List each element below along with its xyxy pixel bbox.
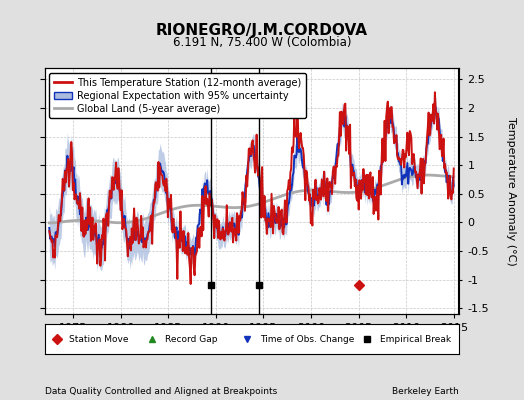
Text: Record Gap: Record Gap (165, 334, 217, 344)
Text: RIONEGRO/J.M.CORDOVA: RIONEGRO/J.M.CORDOVA (156, 23, 368, 38)
Text: Station Move: Station Move (69, 334, 129, 344)
Text: Time of Obs. Change: Time of Obs. Change (260, 334, 354, 344)
Text: 6.191 N, 75.400 W (Colombia): 6.191 N, 75.400 W (Colombia) (173, 36, 351, 49)
Text: Berkeley Earth: Berkeley Earth (392, 387, 458, 396)
Legend: This Temperature Station (12-month average), Regional Expectation with 95% uncer: This Temperature Station (12-month avera… (49, 73, 305, 118)
Text: Data Quality Controlled and Aligned at Breakpoints: Data Quality Controlled and Aligned at B… (45, 387, 277, 396)
Text: Empirical Break: Empirical Break (380, 334, 451, 344)
Y-axis label: Temperature Anomaly (°C): Temperature Anomaly (°C) (506, 117, 516, 265)
